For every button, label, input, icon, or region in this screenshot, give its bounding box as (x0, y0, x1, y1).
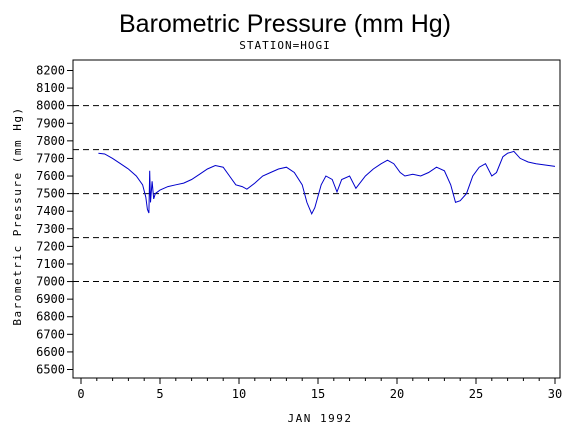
y-tick-label: 7400 (36, 204, 65, 218)
x-tick-label: 0 (77, 387, 84, 401)
y-tick-label: 7600 (36, 169, 65, 183)
y-axis-label: Barometric Pressure (mm Hg) (11, 106, 24, 325)
y-tick-label: 6500 (36, 363, 65, 377)
y-tick-label: 6800 (36, 310, 65, 324)
y-tick-label: 7500 (36, 187, 65, 201)
plot-frame (72, 59, 561, 379)
y-tick-label: 8100 (36, 81, 65, 95)
y-tick-label: 7000 (36, 275, 65, 289)
reference-lines (73, 105, 560, 283)
y-tick-label: 8200 (36, 64, 65, 78)
y-tick-label: 8000 (36, 99, 65, 113)
y-axis: 6500 6600 6700 6800 6900 7000 7100 7200 7300 7400… (36, 64, 73, 377)
x-axis-label: JAN 1992 (288, 412, 353, 425)
x-tick-label: 30 (548, 387, 562, 401)
x-tick-label: 20 (390, 387, 404, 401)
x-tick-label: 10 (232, 387, 246, 401)
chart-subtitle: STATION=HOGI (239, 39, 330, 52)
y-tick-label: 7900 (36, 116, 65, 130)
y-tick-label: 6600 (36, 345, 65, 359)
x-tick-label: 25 (469, 387, 483, 401)
y-tick-label: 6700 (36, 327, 65, 341)
series-line (98, 150, 556, 215)
x-tick-label: 5 (156, 387, 163, 401)
y-tick-label: 7700 (36, 151, 65, 165)
x-axis: 0 5 10 15 20 25 30 (77, 378, 562, 401)
chart-title: Barometric Pressure (mm Hg) (119, 10, 451, 38)
y-tick-label: 7300 (36, 222, 65, 236)
plot-border (72, 59, 561, 379)
y-tick-label: 7200 (36, 239, 65, 253)
y-tick-label: 6900 (36, 292, 65, 306)
series-group (98, 150, 556, 215)
y-tick-label: 7100 (36, 257, 65, 271)
y-tick-label: 7800 (36, 134, 65, 148)
x-tick-label: 15 (311, 387, 325, 401)
